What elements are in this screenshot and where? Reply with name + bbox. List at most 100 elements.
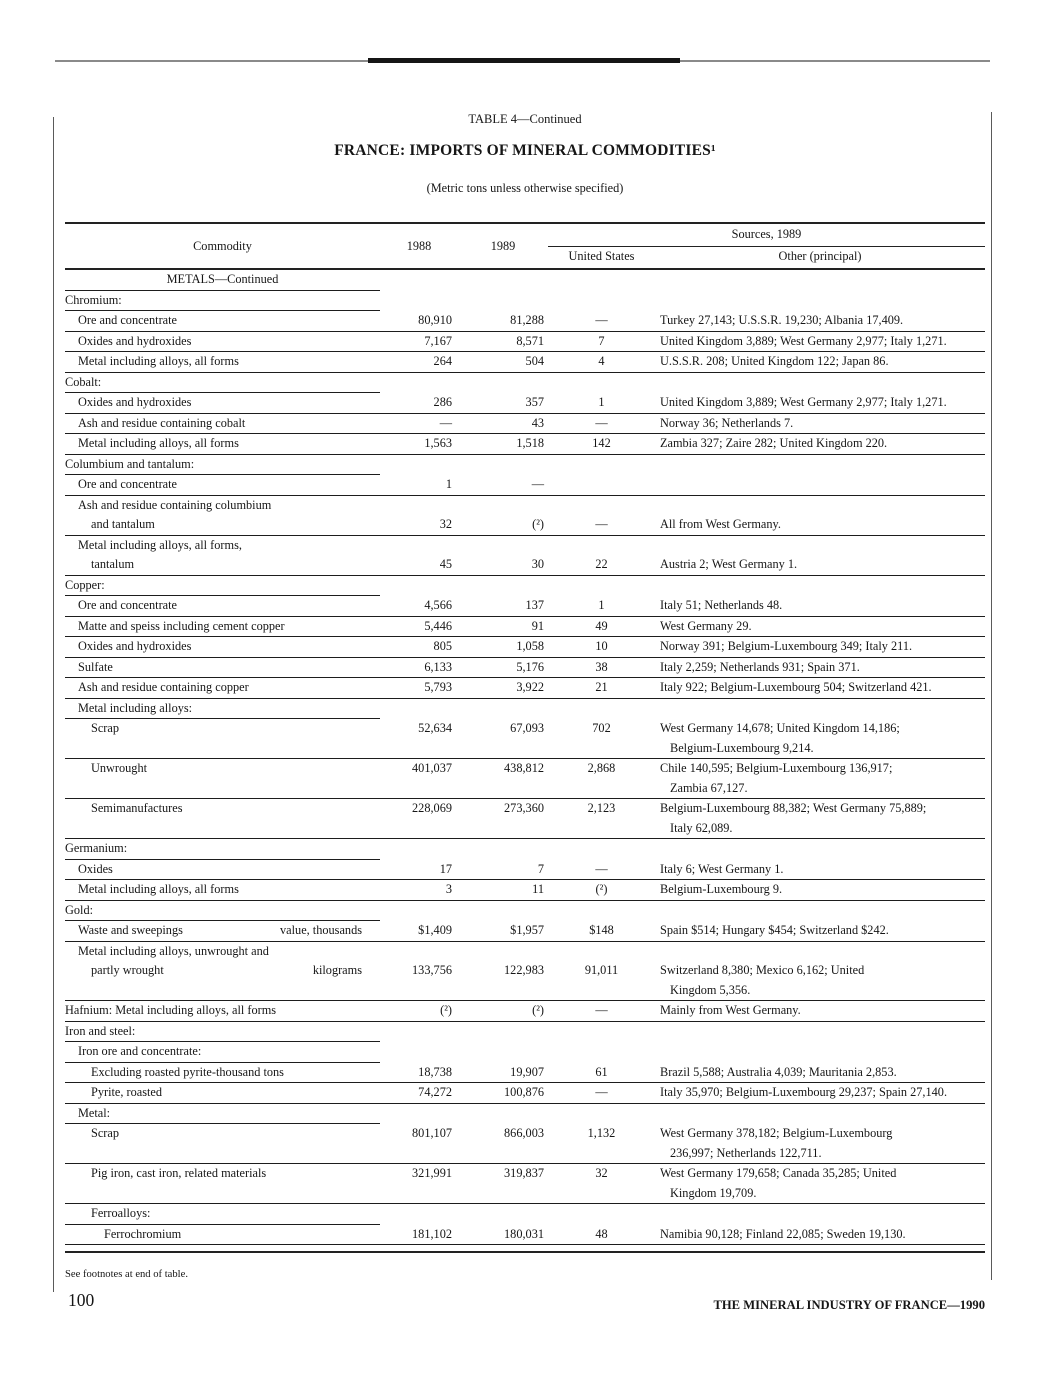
us-sources-cell bbox=[548, 901, 655, 922]
table-row: Oxides and hydroxides 286 357 1 United Kingd… bbox=[65, 393, 985, 414]
table-row: Ore and concentrate 80,910 81,288 — Turkey 2… bbox=[65, 311, 985, 332]
value-1988-cell: 801,107 bbox=[412, 1126, 452, 1140]
commodity-cell: Metal including alloys, all forms bbox=[65, 352, 380, 372]
section-row: Metal: bbox=[65, 1104, 985, 1125]
us-sources-cell bbox=[548, 455, 655, 476]
table-row: Ore and concentrate 1 — bbox=[65, 475, 985, 496]
value-1988-cell: 17 bbox=[439, 861, 452, 876]
value-1989-cell: 67,093 bbox=[510, 721, 544, 735]
commodity-label: Scrap bbox=[91, 1126, 119, 1140]
commodity-cell: Iron ore and concentrate: bbox=[65, 1042, 380, 1063]
table-row: Matte and speiss including cement copper… bbox=[65, 617, 985, 637]
other-sources-cell bbox=[655, 270, 985, 291]
commodity-cell: Metal including alloys, unwrought and par… bbox=[65, 942, 380, 1001]
commodity-label: Gold: bbox=[65, 902, 94, 917]
us-sources-cell bbox=[548, 1042, 655, 1063]
other-sources-cell: West Germany 14,678; United Kingdom 14,1… bbox=[655, 719, 985, 758]
other-sources-line2: Kingdom 5,356. bbox=[670, 982, 751, 997]
other-sources-cell bbox=[655, 1104, 985, 1125]
other-sources-line1: West Germany 179,658; Canada 35,285; Uni… bbox=[660, 1166, 897, 1180]
section-row: Germanium: bbox=[65, 839, 985, 860]
other-sources-line1: West Germany 14,678; United Kingdom 14,1… bbox=[660, 721, 900, 735]
commodity-label: Cobalt: bbox=[65, 374, 102, 389]
section-row: Copper: bbox=[65, 576, 985, 596]
other-sources-cell: West Germany 378,182; Belgium-Luxembourg… bbox=[655, 1124, 985, 1163]
value-1988-cell: 5,446 bbox=[424, 618, 452, 633]
value-1989-cell: 1,058 bbox=[516, 639, 544, 653]
imports-table: Commodity 1988 1989 Sources, 1989 United… bbox=[65, 222, 985, 1253]
other-sources-line1: United Kingdom 3,889; West Germany 2,977… bbox=[660, 395, 947, 409]
section-row: Chromium: bbox=[65, 291, 985, 312]
other-sources-line1: U.S.S.R. 208; United Kingdom 122; Japan … bbox=[660, 354, 889, 368]
commodity-label: Semimanufactures bbox=[91, 801, 183, 815]
other-sources-cell: Italy 2,259; Netherlands 931; Spain 371. bbox=[655, 658, 985, 678]
table-row: Unwrought 401,037 438,812 2,868 Chile 140,59… bbox=[65, 759, 985, 799]
other-sources-cell bbox=[655, 455, 985, 476]
other-sources-cell: Norway 391; Belgium-Luxembourg 349; Ital… bbox=[655, 637, 985, 657]
value-1989-cell: 7 bbox=[537, 861, 544, 876]
commodity-cell: Matte and speiss including cement copper bbox=[65, 617, 380, 637]
us-sources-cell: — bbox=[595, 1085, 608, 1099]
other-sources-cell: Namibia 90,128; Finland 22,085; Sweden 1… bbox=[655, 1225, 985, 1245]
other-sources-cell: Brazil 5,588; Australia 4,039; Mauritani… bbox=[655, 1063, 985, 1083]
us-sources-cell bbox=[548, 1204, 655, 1225]
value-1989-cell: $1,957 bbox=[510, 923, 544, 937]
us-sources-cell: 91,011 bbox=[584, 963, 619, 977]
us-sources-cell: (²) bbox=[595, 882, 608, 896]
section-row: Ferroalloys: bbox=[65, 1204, 985, 1225]
us-sources-cell: — bbox=[595, 1003, 608, 1017]
value-1989-cell bbox=[458, 839, 548, 860]
table-subtitle: (Metric tons unless otherwise specified) bbox=[426, 181, 624, 195]
us-sources-cell: 48 bbox=[595, 1226, 608, 1241]
commodity-label: Hafnium: Metal including alloys, all for… bbox=[65, 1003, 277, 1017]
commodity-cell: Oxides and hydroxides bbox=[65, 332, 380, 352]
commodity-label: Oxides and hydroxides bbox=[78, 395, 192, 409]
commodity-label: Iron and steel: bbox=[65, 1023, 136, 1038]
other-sources-line2: Belgium-Luxembourg 9,214. bbox=[670, 740, 814, 755]
page-number: 100 bbox=[68, 1290, 95, 1310]
value-1988-cell bbox=[380, 699, 458, 720]
commodity-cell: Gold: bbox=[65, 901, 380, 921]
value-1988-cell: 4,566 bbox=[424, 598, 452, 612]
commodity-label: Ash and residue containing cobalt bbox=[78, 415, 246, 430]
us-sources-cell: 702 bbox=[592, 721, 611, 735]
commodity-label: Metal including alloys, all forms bbox=[78, 882, 239, 896]
heading-row: METALS—Continued bbox=[65, 270, 985, 291]
value-1989-cell: 11 bbox=[532, 882, 544, 896]
commodity-cell: Copper: bbox=[65, 576, 380, 596]
commodity-cell: Metal including alloys, all forms, tantal… bbox=[65, 536, 380, 575]
commodity-label: Metal: bbox=[78, 1105, 111, 1120]
value-1988-cell: — bbox=[439, 415, 452, 430]
other-sources-line1: Norway 36; Netherlands 7. bbox=[660, 415, 794, 430]
page-title: FRANCE: IMPORTS OF MINERAL COMMODITIES¹ bbox=[334, 142, 716, 159]
value-1988-cell: 74,272 bbox=[418, 1085, 452, 1099]
commodity-cell: Ash and residue containing copper bbox=[65, 678, 380, 698]
commodity-label: Oxides and hydroxides bbox=[78, 639, 192, 653]
commodity-label: Metal including alloys, all forms bbox=[78, 436, 239, 450]
us-sources-cell: 2,868 bbox=[587, 761, 616, 775]
other-sources-line1: Namibia 90,128; Finland 22,085; Sweden 1… bbox=[660, 1226, 906, 1241]
us-sources-cell: 10 bbox=[595, 639, 608, 653]
value-1989-cell bbox=[458, 1204, 548, 1225]
commodity-cell: Waste and sweepings value, thousands bbox=[65, 921, 380, 941]
us-sources-cell bbox=[548, 270, 655, 291]
us-sources-cell: 1 bbox=[598, 598, 605, 612]
col-header-commodity: Commodity bbox=[193, 238, 252, 253]
commodity-label-line2: tantalum bbox=[91, 557, 135, 571]
other-sources-cell: Chile 140,595; Belgium-Luxembourg 136,91… bbox=[655, 759, 985, 798]
value-1988-cell: 286 bbox=[433, 395, 452, 409]
us-sources-cell: 1 bbox=[598, 395, 605, 409]
other-sources-line1: Switzerland 8,380; Mexico 6,162; United bbox=[660, 963, 865, 977]
value-1988-cell: 133,756 bbox=[412, 963, 452, 977]
commodity-label: Metal including alloys, unwrought and bbox=[78, 943, 269, 958]
other-sources-line1: West Germany 378,182; Belgium-Luxembourg bbox=[660, 1126, 893, 1140]
right-page-border bbox=[991, 112, 992, 1280]
other-sources-cell: Belgium-Luxembourg 88,382; West Germany … bbox=[655, 799, 985, 838]
table-row: Oxides and hydroxides 7,167 8,571 7 United K… bbox=[65, 332, 985, 352]
other-sources-cell bbox=[655, 291, 985, 312]
other-sources-cell: Italy 35,970; Belgium-Luxembourg 29,237;… bbox=[655, 1083, 985, 1103]
commodity-label: Ferrochromium bbox=[104, 1226, 182, 1241]
other-sources-cell: Mainly from West Germany. bbox=[655, 1001, 985, 1021]
commodity-cell: Ash and residue containing cobalt bbox=[65, 414, 380, 434]
value-1989-cell bbox=[458, 270, 548, 291]
